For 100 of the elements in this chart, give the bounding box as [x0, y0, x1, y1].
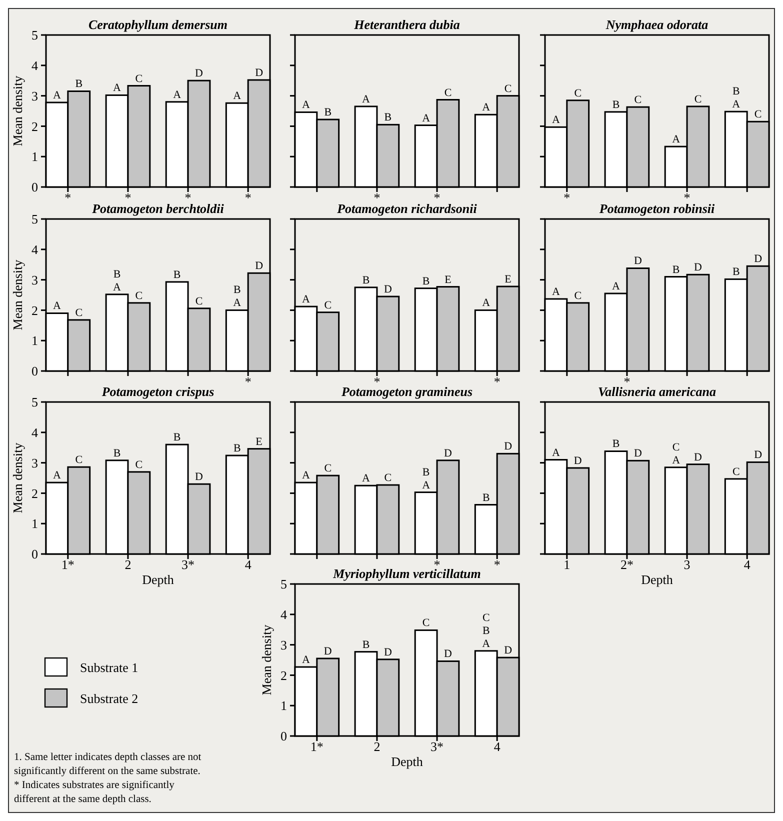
data-label: A	[672, 134, 680, 146]
x-axis-title: Depth	[142, 572, 174, 587]
data-label: A	[113, 82, 122, 94]
data-label: A	[302, 294, 310, 306]
x-tick-label: 3*	[182, 557, 195, 572]
x-tick-label: 2	[124, 557, 132, 572]
data-label: D	[694, 262, 702, 274]
data-label: C	[135, 290, 143, 302]
x-tick-label: 1*	[61, 557, 74, 572]
data-label: B A	[233, 284, 242, 310]
data-label: A	[362, 472, 370, 485]
data-label: B	[612, 98, 620, 111]
data-label: B	[173, 268, 181, 281]
data-label: B A	[422, 466, 430, 492]
data-label: C	[135, 72, 143, 85]
data-label: B	[362, 638, 370, 651]
x-axis-title: Depth	[391, 754, 424, 769]
y-tick-label: 0	[32, 546, 38, 562]
data-label: C	[694, 93, 702, 106]
data-label: D	[634, 448, 642, 460]
data-label: D	[754, 449, 762, 462]
x-tick-label: 4	[744, 557, 751, 572]
data-label: E	[256, 436, 263, 448]
y-tick-label: 1	[280, 698, 287, 714]
data-label: B	[75, 78, 83, 90]
data-label: B A	[113, 268, 122, 294]
x-tick-label: 2	[374, 739, 380, 754]
y-tick-label: 4	[32, 242, 38, 257]
y-tick-label: 4	[280, 606, 288, 622]
y-tick-label: 1	[32, 516, 38, 532]
y-tick-label: 4	[32, 424, 38, 440]
data-label: B	[113, 447, 121, 460]
x-tick-label: 3*	[430, 739, 444, 754]
chart-title: Nymphaea odorata	[604, 17, 709, 32]
y-tick-label: 1	[32, 149, 38, 164]
y-axis-title: Mean density	[10, 75, 25, 146]
y-tick-label: 2	[280, 668, 287, 683]
data-label: A	[302, 99, 310, 112]
data-label: D	[574, 454, 582, 467]
y-tick-label: 3	[32, 455, 38, 470]
chart-title: Potamogeton crispus	[102, 384, 214, 399]
legend-label: Substrate 1	[80, 660, 138, 675]
data-label: B	[233, 442, 241, 455]
x-tick-label: *	[564, 190, 570, 205]
data-label: C	[574, 87, 582, 100]
chart-title: Heteranthera dubia	[353, 17, 460, 32]
data-label: A	[52, 300, 61, 312]
y-tick-label: 5	[32, 212, 38, 227]
y-tick-label: 0	[280, 728, 287, 744]
data-label: A	[552, 114, 560, 126]
y-tick-label: 5	[32, 394, 38, 410]
data-label: A	[233, 90, 242, 102]
data-label: C	[574, 290, 582, 302]
data-label: C	[324, 299, 332, 312]
data-label: B	[422, 275, 430, 288]
data-label: D	[384, 284, 392, 296]
data-label: D	[444, 447, 452, 460]
data-label: A	[302, 654, 310, 666]
data-label: E	[504, 273, 512, 286]
data-label: A	[362, 93, 370, 106]
data-label: B	[384, 112, 392, 124]
y-tick-label: 2	[32, 486, 38, 501]
data-label: C	[422, 617, 430, 630]
x-tick-label: *	[244, 190, 252, 205]
text: 1. Same letter indicates depth classes are not significantly different on the same substrate.	[14, 752, 202, 777]
data-label: E	[444, 274, 452, 286]
y-tick-label: 3	[32, 88, 38, 104]
data-label: C	[444, 86, 452, 99]
data-label: C	[75, 454, 83, 466]
data-label: A	[482, 102, 490, 114]
text: * Indicates substrates are significantly different at the same depth class.	[14, 780, 176, 805]
data-label: C	[195, 295, 203, 308]
data-label: C	[75, 306, 83, 319]
data-label: A	[612, 280, 620, 292]
y-axis-title: Mean density	[10, 259, 25, 330]
x-tick-label: *	[244, 374, 252, 389]
data-label: D	[444, 648, 452, 660]
data-label: A	[302, 470, 310, 482]
data-label: C	[732, 466, 740, 478]
data-label: D	[634, 255, 642, 268]
data-label: B A	[732, 86, 740, 111]
legend-label: Substrate 2	[80, 691, 138, 706]
x-tick-label: 4	[244, 557, 252, 572]
data-label: B	[362, 274, 370, 286]
x-axis-title: Depth	[641, 572, 674, 587]
data-label: D	[694, 451, 702, 464]
x-tick-label: 4	[494, 739, 501, 754]
x-tick-label: 1	[564, 557, 570, 572]
data-label: A	[552, 446, 560, 459]
data-label: A	[552, 286, 560, 298]
data-label: D	[384, 646, 392, 658]
data-label: B	[732, 266, 740, 278]
data-label: B	[324, 106, 332, 119]
data-label: B	[672, 264, 680, 276]
x-tick-label: 1*	[310, 739, 324, 754]
y-axis-title: Mean density	[259, 624, 274, 696]
y-tick-label: 4	[32, 58, 38, 73]
data-label: C	[754, 108, 762, 121]
data-label: C	[135, 458, 143, 471]
chart-title: Myriophyllum verticillatum	[332, 566, 481, 581]
